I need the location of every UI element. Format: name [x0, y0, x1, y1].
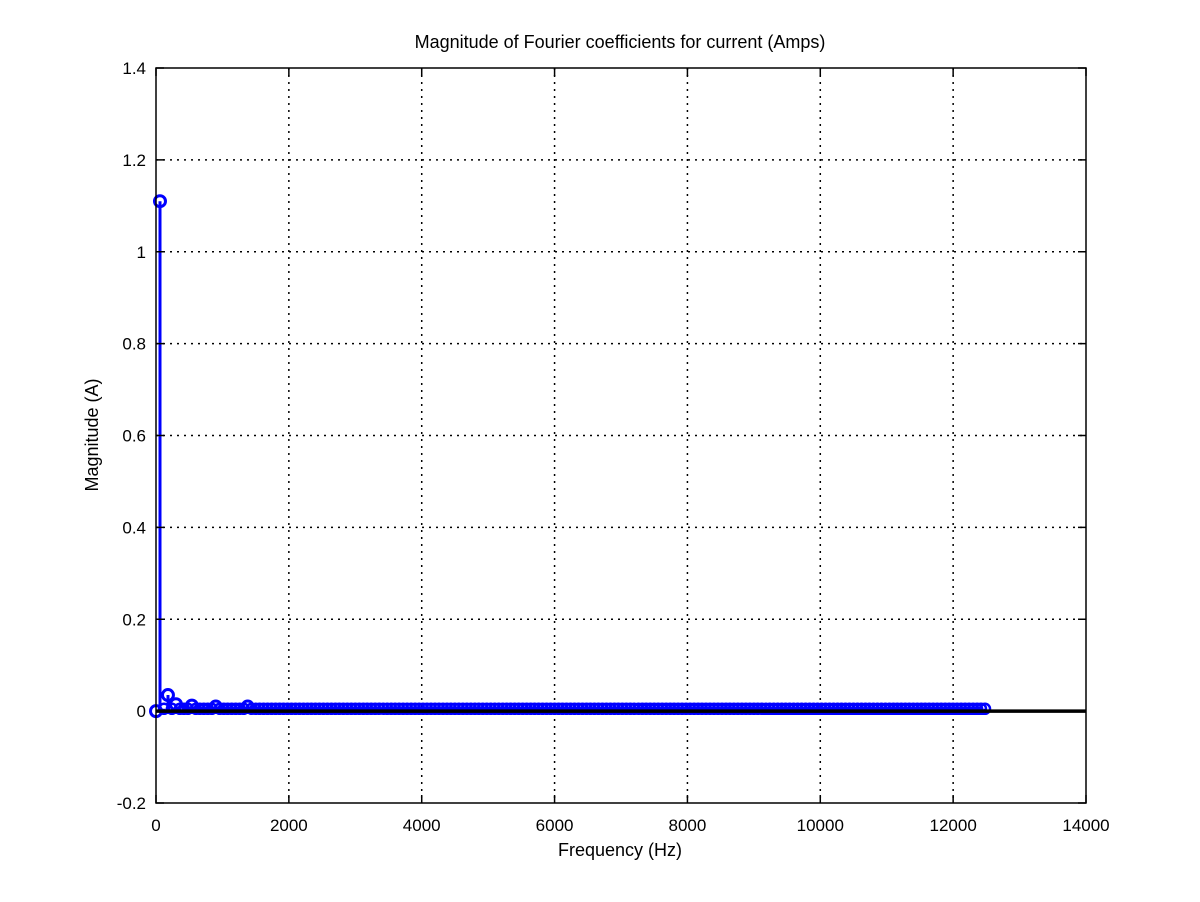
- y-axis-title: Magnitude (A): [82, 378, 102, 491]
- chart-title: Magnitude of Fourier coefficients for cu…: [415, 32, 826, 52]
- data-point-2: [160, 688, 175, 703]
- y-tick-label: 0.6: [122, 427, 146, 446]
- y-tick-label: 0.2: [122, 610, 146, 629]
- axes: [155, 67, 1087, 804]
- y-tick-label: 0: [137, 702, 146, 721]
- grid: [156, 68, 1086, 803]
- y-tick-label: 1: [137, 243, 146, 262]
- y-tick-label: -0.2: [117, 794, 146, 813]
- x-tick-label: 6000: [536, 816, 574, 835]
- x-tick-label: 10000: [797, 816, 844, 835]
- y-tick-label: 1.2: [122, 151, 146, 170]
- stem-lines: [158, 201, 987, 712]
- x-tick-label: 12000: [930, 816, 977, 835]
- x-axis-title: Frequency (Hz): [558, 840, 682, 860]
- y-tick-label: 1.4: [122, 59, 146, 78]
- y-tick-label: 0.4: [122, 518, 146, 537]
- y-tick-label: 0.8: [122, 335, 146, 354]
- x-tick-label: 8000: [669, 816, 707, 835]
- stem-markers: [157, 702, 992, 715]
- x-tick-label: 2000: [270, 816, 308, 835]
- tick-labels: 0 2000 4000 6000 8000 10000 12000 14000 -0.2 0 0.2…: [117, 59, 1110, 835]
- x-tick-label: 14000: [1062, 816, 1109, 835]
- plot-frame: [155, 67, 1087, 804]
- data-point-1: [152, 194, 167, 209]
- stem-series: [149, 194, 1086, 719]
- x-tick-label: 4000: [403, 816, 441, 835]
- x-tick-label: 0: [151, 816, 160, 835]
